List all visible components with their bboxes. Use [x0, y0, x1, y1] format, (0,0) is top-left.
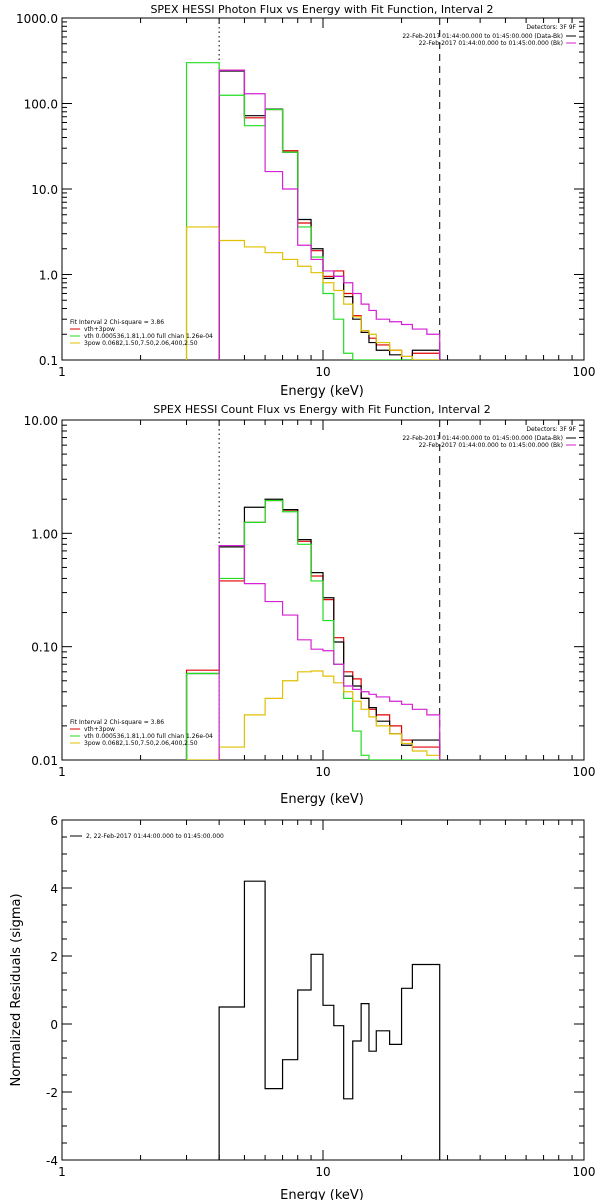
series-red-line: [185, 499, 441, 760]
legend-header: Fit Interval 2 Chi-square = 3.86: [70, 719, 164, 726]
y-tick-label: 0.01: [31, 754, 58, 768]
count-flux-plot-content: 1 10 100 0.01 0.10 1.00 10.00 Detectors: 3F 9F 2…: [24, 414, 596, 779]
legend-bottom: Fit Interval 2 Chi-square = 3.86vth+3pow…: [70, 719, 213, 747]
legend-entry: vth+3pow: [84, 726, 115, 733]
legend-inline: 2, 22-Feb-2017 01:44:00.000 to 01:45:00.…: [70, 833, 224, 840]
legend-entry: vth 0.000536,1.81,1.00 full chian 1.26e-…: [84, 733, 213, 740]
x-tick-label: 10: [315, 765, 330, 779]
x-tick-label: 100: [573, 765, 596, 779]
photon-flux-plot-content: 1 10 100 0.1 1.0 10.0 100.0 1000.0 Detectors: 3F…: [16, 12, 595, 379]
y-tick-label: 2: [50, 950, 58, 964]
y-tick-label: 0.10: [31, 641, 58, 655]
legend-header: Fit Interval 2 Chi-square = 3.86: [70, 319, 164, 326]
y-tick-label: 100.0: [24, 98, 58, 112]
panel-1-title: SPEX HESSI Photon Flux vs Energy with Fi…: [150, 3, 493, 16]
legend-header: Detectors: 3F 9F: [526, 24, 576, 31]
series-group: [185, 62, 441, 360]
series-group: [218, 880, 441, 1160]
x-tick-label: 10: [315, 365, 330, 379]
legend-entry: 22-Feb-2017 01:44:00.000 to 01:45:00.000…: [419, 442, 563, 449]
legend-top: Detectors: 3F 9F 22-Feb-2017 01:44:00.000…: [402, 426, 576, 449]
residuals-plot-content: 1 10 100 -4 -2 0 2 4 6 2, 22-Feb-2017 01:44:00.00…: [46, 814, 595, 1179]
legend-entry: 3pow 0.0682,1.50,7.50,2.06,400,2.50: [84, 340, 198, 347]
y-tick-label: 10.00: [24, 414, 58, 428]
legend-entry: vth+3pow: [84, 326, 115, 333]
panel-3-y-axis-label: Normalized Residuals (sigma): [9, 893, 24, 1086]
series-black-line: [185, 498, 441, 760]
y-tick-label: 6: [50, 814, 58, 828]
legend-header: Detectors: 3F 9F: [526, 426, 576, 433]
panel-1-x-axis-label: Energy (keV): [280, 384, 364, 399]
panel-3-x-axis-label: Energy (keV): [280, 1188, 364, 1200]
x-tick-label: 10: [315, 1165, 330, 1179]
series-magenta-line: [218, 69, 441, 360]
panel-2-title: SPEX HESSI Count Flux vs Energy with Fit…: [153, 403, 490, 416]
series-magenta-line: [218, 544, 441, 760]
plot-frame: [61, 17, 585, 361]
x-tick-label: 100: [573, 1165, 596, 1179]
y-tick-label: 1.0: [39, 269, 58, 283]
y-tick-label: -4: [46, 1154, 58, 1168]
series-green-line: [185, 62, 440, 360]
series-group: [185, 498, 441, 760]
legend-top: Detectors: 3F 9F 22-Feb-2017 01:44:00.000…: [402, 24, 576, 47]
series-black-line: [218, 70, 441, 360]
series-black-line: [218, 880, 441, 1160]
y-tick-label: 4: [50, 882, 58, 896]
count-flux-panel: SPEX HESSI Count Flux vs Energy with Fit…: [24, 403, 596, 807]
panel-2-x-axis-label: Energy (keV): [280, 792, 364, 807]
series-yellow-line: [185, 226, 440, 360]
y-tick-label: 0.1: [39, 354, 58, 368]
y-tick-label: 1000.0: [16, 12, 58, 26]
y-tick-label: 1.00: [31, 527, 58, 541]
legend-entry: 22-Feb-2017 01:44:00.000 to 01:45:00.000…: [402, 435, 563, 442]
y-tick-label: 0: [50, 1018, 58, 1032]
legend-entry: 2, 22-Feb-2017 01:44:00.000 to 01:45:00.…: [86, 833, 224, 840]
legend-bottom: Fit Interval 2 Chi-square = 3.86vth+3pow…: [70, 319, 213, 347]
legend-entry: 22-Feb-2017 01:44:00.000 to 01:45:00.000…: [419, 40, 563, 47]
series-red-line: [218, 69, 441, 360]
y-tick-label: -2: [46, 1086, 58, 1100]
x-tick-label: 1: [58, 765, 66, 779]
x-tick-label: 100: [573, 365, 596, 379]
legend-entry: vth 0.000536,1.81,1.00 full chian 1.26e-…: [84, 333, 213, 340]
x-tick-label: 1: [58, 1165, 66, 1179]
series-yellow-line: [186, 670, 441, 760]
y-tick-label: 10.0: [31, 183, 58, 197]
series-green-line: [185, 499, 440, 760]
residuals-panel: 1 10 100 -4 -2 0 2 4 6 2, 22-Feb-2017 01:44:00.00…: [9, 814, 595, 1200]
x-tick-label: 1: [58, 365, 66, 379]
legend-entry: 22-Feb-2017 01:44:00.000 to 01:45:00.000…: [402, 33, 563, 40]
photon-flux-panel: SPEX HESSI Photon Flux vs Energy with Fi…: [16, 3, 595, 399]
legend-entry: 3pow 0.0682,1.50,7.50,2.06,400,2.50: [84, 740, 198, 747]
